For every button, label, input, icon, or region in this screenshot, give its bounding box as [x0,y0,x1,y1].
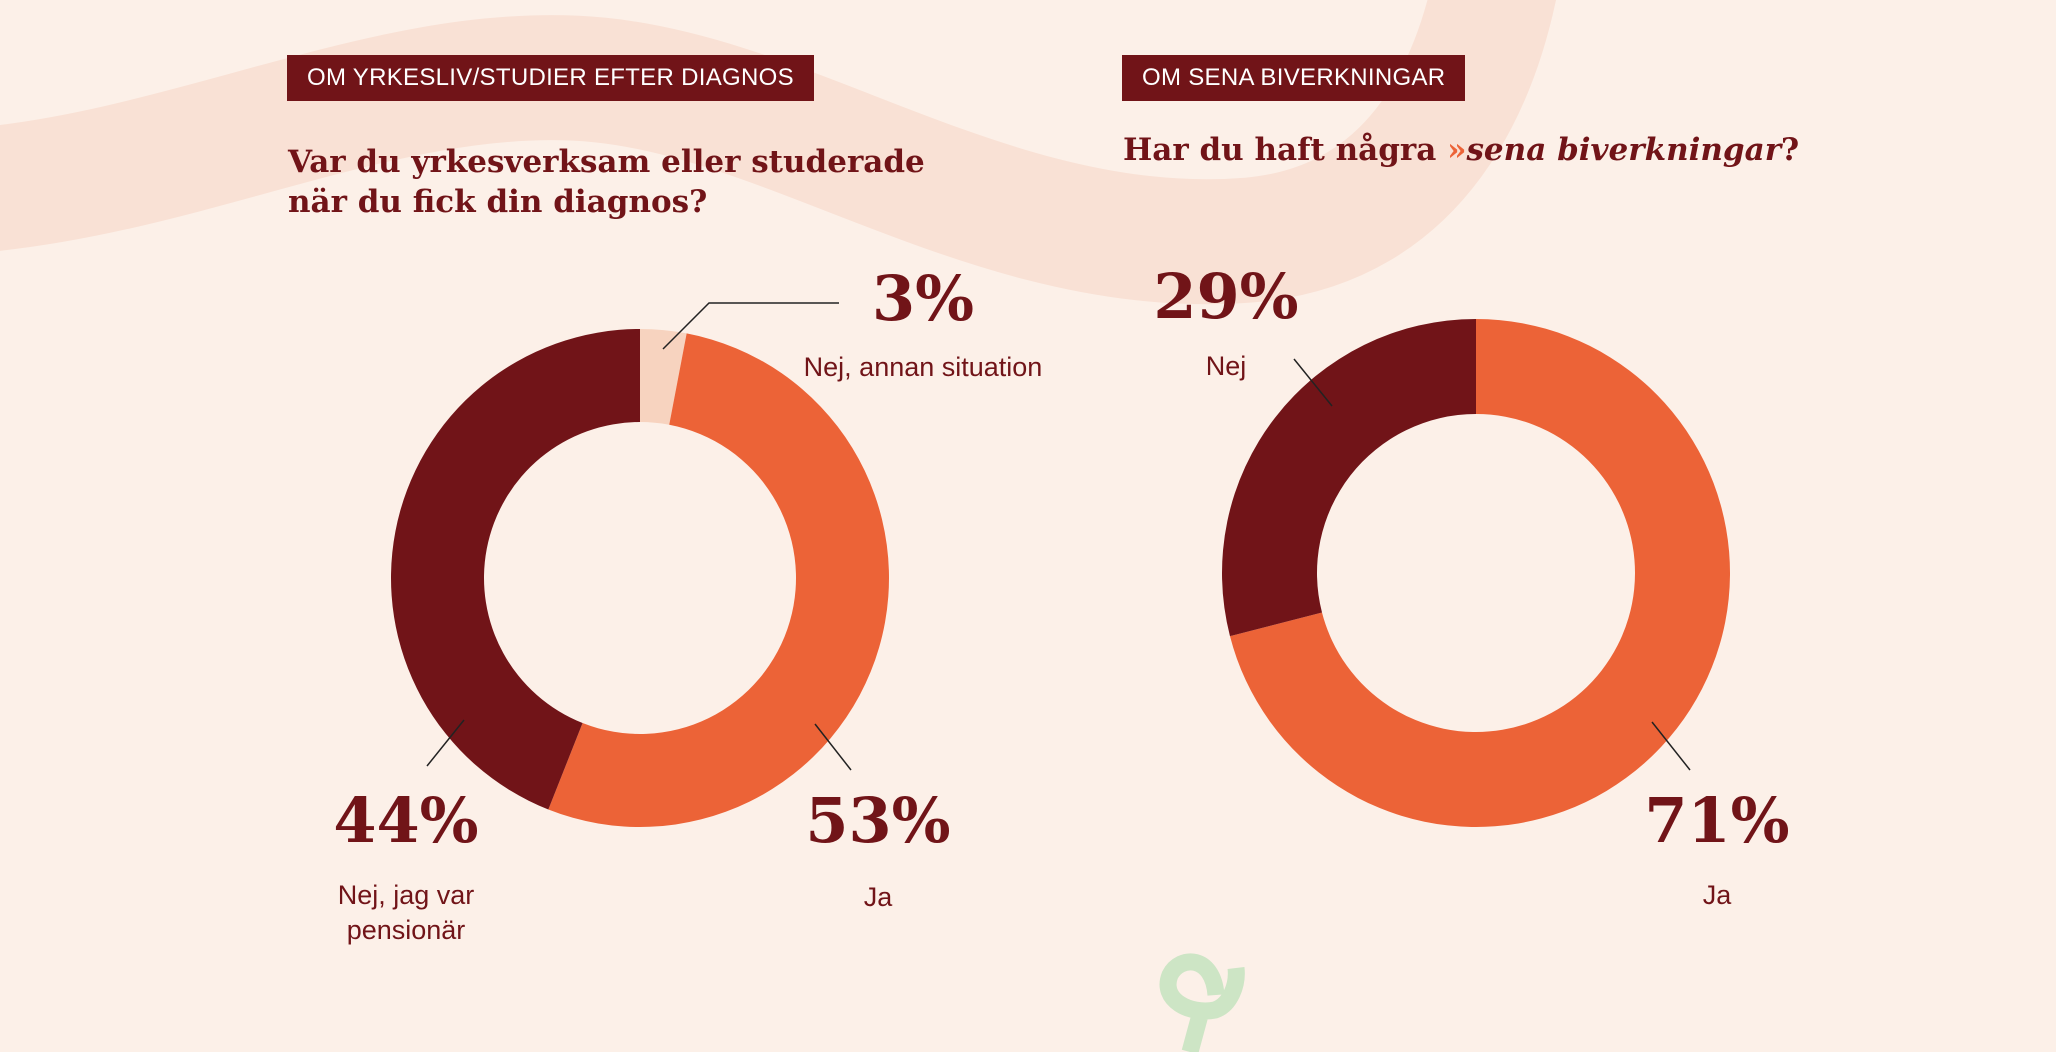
donut-slice [640,329,687,425]
slice-label-ja: Ja [863,882,893,912]
question-title-side-effects: Har du haft några »sena biverkningar? [1123,130,1799,170]
leader-line-3 [662,302,839,350]
slice-label-nej-right: Nej [1205,351,1247,381]
donut-slice [548,333,890,828]
donut-slice [391,329,640,810]
leader-lines [426,302,1691,771]
title-line-1: Var du yrkesverksam eller studerade [288,144,925,180]
title-suffix: ? [1781,132,1800,168]
donut-chart-2 [1221,319,1730,827]
donut-chart-1 [391,329,890,828]
section-tag-work: OM YRKESLIV/STUDIER EFTER DIAGNOS [287,55,814,101]
pct-label-ja: 53% [805,784,951,857]
title-line-2: när du fick din diagnos? [288,184,708,220]
donut-slice [1221,319,1476,637]
leader-line-71 [1651,721,1691,771]
green-ribbon-icon [1159,953,1245,1052]
question-title-work: Var du yrkesverksam eller studerade när … [288,142,925,222]
pct-label-pensionar: 44% [333,784,479,857]
slice-label-pensionar: Nej, jag var pensionär [337,880,475,945]
donut-slice [1229,319,1730,827]
title-emphasis: sena biverkningar [1466,132,1782,168]
pct-label-nej-right: 29% [1153,260,1299,333]
slice-label-nej-annan: Nej, annan situation [803,352,1043,382]
section-tag-side-effects: OM SENA BIVERKNINGAR [1122,55,1466,101]
title-prefix: Har du haft några [1123,132,1437,168]
arrow-icon: » [1447,132,1467,168]
leader-line-29 [1293,358,1333,407]
slice-label-ja-right: Ja [1702,880,1732,910]
pct-label-nej-annan: 3% [871,262,975,335]
leader-line-44 [426,719,465,767]
leader-line-53 [814,723,852,771]
pct-label-ja-right: 71% [1644,784,1790,857]
